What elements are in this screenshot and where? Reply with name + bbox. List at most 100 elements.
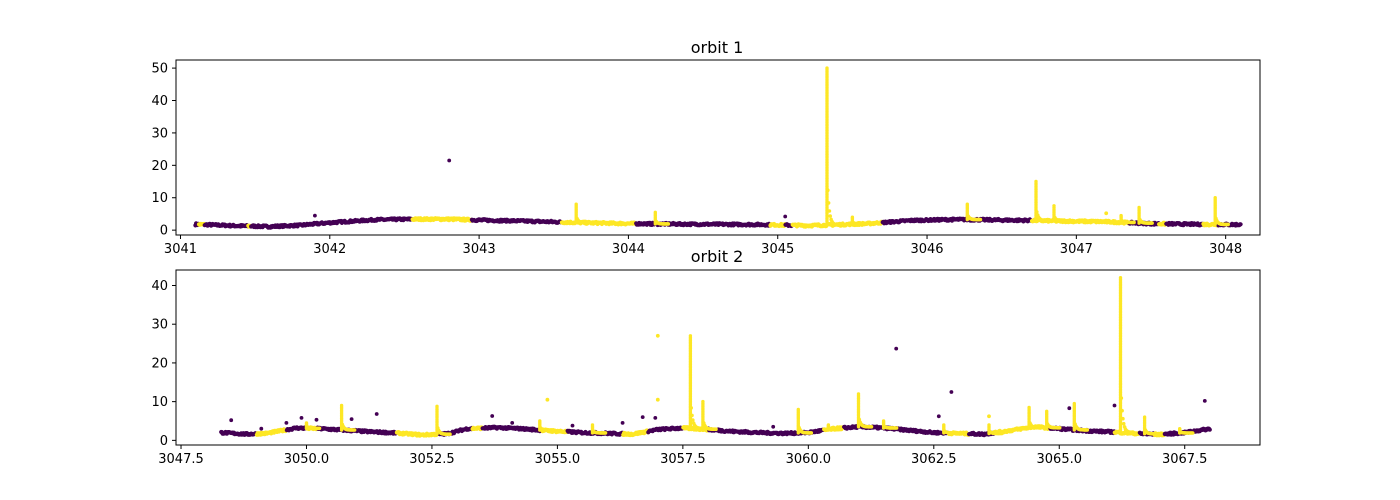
outlier-point (655, 333, 660, 338)
outlier-point (545, 397, 550, 402)
spike-point (714, 427, 718, 432)
outlier-point (655, 397, 660, 402)
outlier-point (229, 418, 234, 423)
spike-point (317, 426, 322, 431)
spike-point (551, 428, 555, 432)
spike-point (1057, 426, 1062, 430)
spike-point (856, 392, 861, 396)
outlier-point (949, 390, 954, 394)
spike-point (1121, 416, 1125, 421)
x-tick-label: 3046 (910, 242, 943, 257)
spike-point (1137, 205, 1141, 210)
spike-point (690, 413, 694, 418)
spike-point (590, 423, 595, 427)
spike-point (688, 334, 693, 338)
outlier-point (653, 416, 658, 420)
spike-point (828, 214, 832, 218)
axes-frame (175, 59, 1261, 236)
spike-point (1213, 196, 1217, 200)
spike-point (538, 419, 542, 423)
x-tick-label: 3044 (612, 242, 645, 257)
x-tick-label: 3043 (463, 242, 496, 257)
outlier-point (987, 414, 991, 419)
spike-point (796, 407, 800, 412)
spike-point (1072, 401, 1077, 406)
spike-point (942, 423, 946, 427)
spike-point (352, 428, 357, 432)
x-tick-label: 3055.0 (535, 452, 581, 467)
spike-point (653, 210, 657, 214)
y-tick-label: 40 (151, 94, 168, 109)
spike-point (1052, 204, 1056, 208)
spike-point (1065, 219, 1069, 223)
x-tick-label: 3060.0 (786, 452, 832, 467)
subplot-orbit-1: orbit 1 3041 3042 3043 3044 3045 3046 3047 3048… (151, 38, 1261, 257)
y-axis: 0 10 20 30 40 50 (151, 62, 176, 239)
y-tick-label: 10 (151, 395, 168, 410)
data-point (1238, 222, 1243, 227)
spike-point (838, 223, 842, 227)
y-tick-label: 0 (160, 224, 168, 239)
spike-point (869, 425, 874, 429)
spike-point (1226, 222, 1230, 227)
outlier-point (1067, 406, 1072, 411)
spike-point (339, 403, 344, 408)
y-tick-label: 20 (151, 159, 168, 174)
outlier-point (640, 415, 645, 419)
subplot-orbit-2: orbit 2 3047.5 3050.0 3052.5 3055.0 3057.5 30… (151, 247, 1261, 467)
spike-point (1027, 405, 1031, 410)
spike-point (689, 406, 693, 410)
x-axis: 3047.5 3050.0 3052.5 3055.0 3057.5 3060.0 3062… (158, 445, 1207, 467)
spike-point (850, 215, 855, 219)
y-tick-label: 40 (151, 279, 168, 294)
spike-point (1155, 432, 1160, 436)
spike-point (448, 432, 452, 437)
spike-point (965, 202, 969, 206)
x-tick-label: 3047.5 (158, 452, 204, 467)
spike-point (1045, 409, 1049, 413)
outlier-point (313, 213, 317, 218)
spike-point (1035, 210, 1039, 214)
spike-point (863, 222, 868, 226)
spike-point (1034, 179, 1038, 184)
spike-point (894, 426, 899, 430)
outlier-point (771, 424, 776, 429)
spike-point (826, 423, 831, 427)
spike-point (1142, 415, 1147, 419)
outlier-point (1104, 211, 1109, 216)
spike-point (1047, 218, 1051, 223)
x-tick-label: 3067.5 (1162, 452, 1208, 467)
y-tick-label: 0 (160, 434, 168, 449)
outlier-point (490, 414, 495, 418)
outlier-point (374, 412, 379, 416)
spike-point (839, 427, 844, 432)
x-tick-label: 3052.5 (409, 452, 455, 467)
spike-point (809, 431, 814, 435)
spike-point (827, 209, 832, 213)
outlier-point (349, 417, 354, 421)
spike-point (1118, 276, 1123, 280)
spike-point (574, 202, 578, 206)
spike-point (1119, 396, 1124, 400)
spike-point (587, 220, 591, 225)
spike-point (701, 399, 705, 404)
x-tick-label: 3065.0 (1037, 452, 1083, 467)
x-tick-label: 3047 (1060, 242, 1093, 257)
spike-point (435, 404, 439, 408)
outlier-point (314, 417, 319, 422)
spike-point (1121, 421, 1126, 426)
outlier-point (936, 414, 941, 419)
chart-title: orbit 1 (691, 38, 744, 57)
spike-point (881, 419, 886, 423)
outlier-point (620, 421, 625, 425)
spike-point (1119, 213, 1123, 218)
spike-point (955, 431, 959, 435)
data-point (1207, 427, 1212, 432)
spike-point (1190, 431, 1195, 435)
spike-point (666, 222, 671, 226)
y-tick-label: 50 (151, 62, 168, 77)
spike-point (1131, 430, 1136, 435)
spike-point (978, 217, 983, 222)
y-tick-label: 30 (151, 126, 168, 141)
